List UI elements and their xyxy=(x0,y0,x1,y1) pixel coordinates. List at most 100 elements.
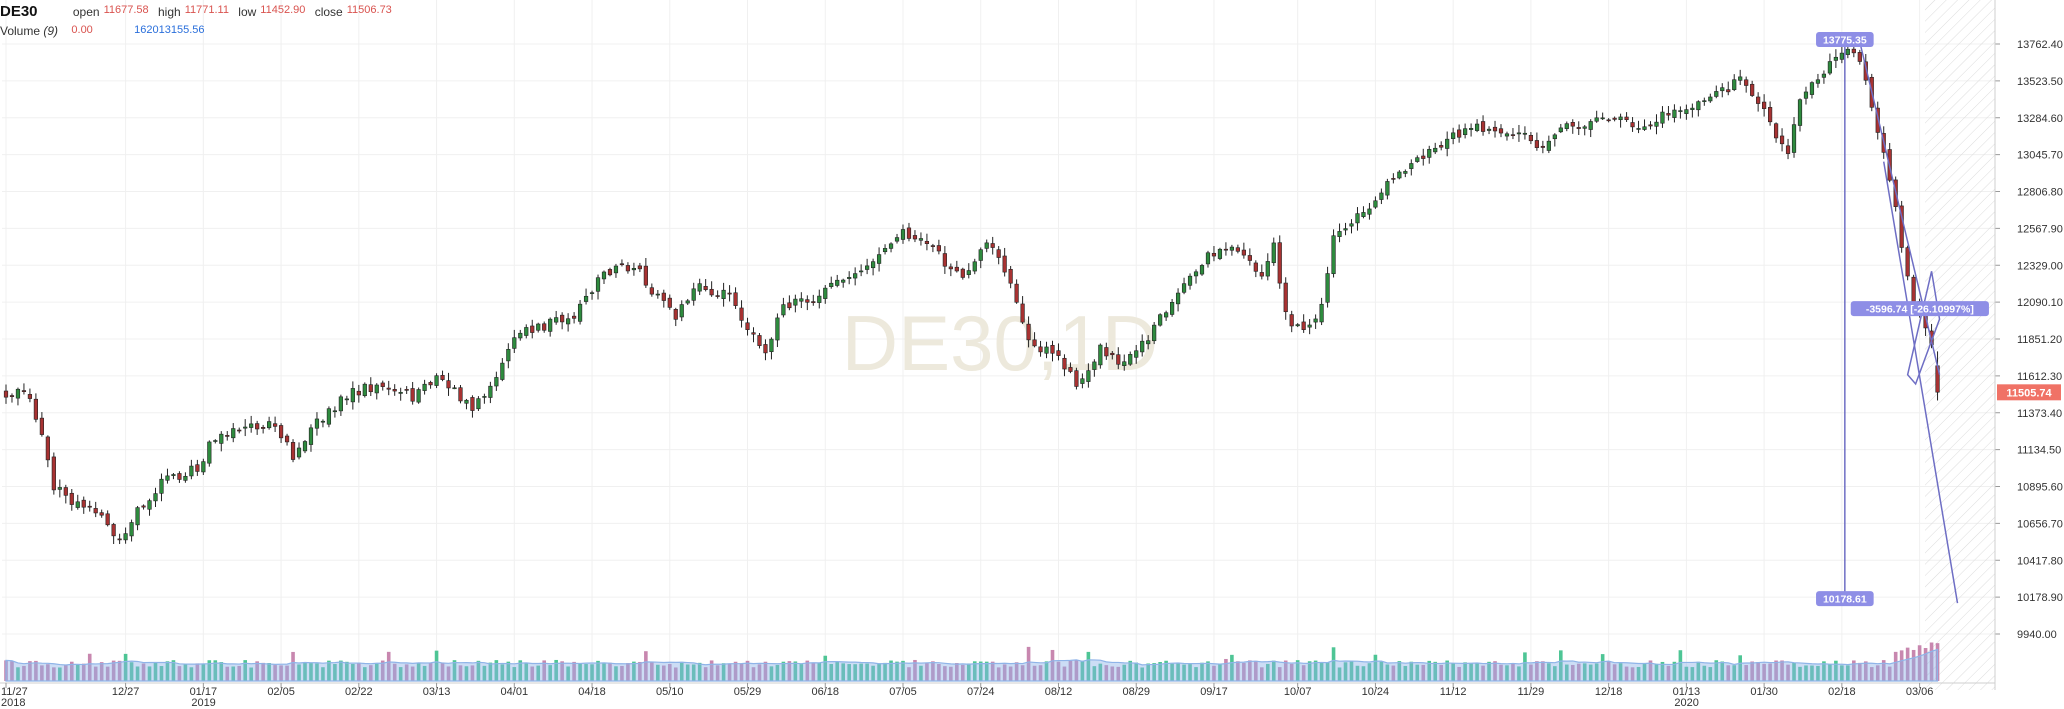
volume-bar xyxy=(1816,665,1820,681)
volume-bar xyxy=(117,660,122,681)
volume-bar xyxy=(40,665,44,681)
volume-bar xyxy=(751,667,756,681)
price-axis: 13762.40 13523.50 13284.60 13045.70 12806.80… xyxy=(1994,0,2063,690)
volume-bar xyxy=(1020,665,1025,681)
volume-bar xyxy=(28,661,32,681)
candle-up xyxy=(1379,192,1384,200)
candle-up xyxy=(679,304,684,318)
volume-bar xyxy=(1899,650,1904,681)
candle-up xyxy=(1385,181,1390,196)
volume-bar xyxy=(548,665,552,681)
candle-down xyxy=(619,263,625,266)
candle-down xyxy=(787,302,792,309)
candle-up xyxy=(1516,132,1522,135)
volume-bar xyxy=(1206,661,1210,681)
candle-up xyxy=(1564,123,1569,129)
candle-down xyxy=(470,397,475,411)
volume-bar xyxy=(1869,667,1874,681)
candle-up xyxy=(512,337,517,349)
candle-up xyxy=(817,295,822,303)
candle-down xyxy=(530,325,535,333)
candle-down xyxy=(960,268,965,278)
high-value: 11771.11 xyxy=(184,4,229,16)
volume-bar xyxy=(1893,651,1898,681)
volume-bar xyxy=(1421,664,1426,681)
candle-up xyxy=(1690,107,1695,110)
volume-bar xyxy=(1361,666,1366,681)
candle-up xyxy=(332,410,338,413)
candle-up xyxy=(1720,87,1725,92)
volume-bar xyxy=(889,660,893,681)
candle-down xyxy=(410,388,415,402)
candle-up xyxy=(876,254,882,264)
volume-bar xyxy=(351,663,355,681)
volume-bar xyxy=(374,663,379,681)
measure-label-badge: -3596.74 [-26.10997%] xyxy=(1866,304,1974,316)
volume-bar xyxy=(1780,660,1784,681)
volume-bar xyxy=(1917,645,1922,681)
volume-bar xyxy=(1678,650,1683,681)
candle-up xyxy=(1092,361,1097,370)
candle-up xyxy=(374,384,379,394)
volume-bar xyxy=(536,665,541,681)
candle-down xyxy=(440,375,445,380)
volume-bar xyxy=(757,664,762,681)
volume-bar xyxy=(1756,662,1760,681)
candle-down xyxy=(1241,249,1246,256)
volume-bar xyxy=(428,662,433,681)
candle-up xyxy=(1618,116,1623,121)
candle-down xyxy=(458,387,463,402)
candle-down xyxy=(924,240,930,244)
candle-down xyxy=(990,243,995,248)
volume-bar xyxy=(931,661,935,681)
volume-bar xyxy=(1493,661,1497,681)
candle-up xyxy=(1080,378,1085,384)
candle-down xyxy=(1911,276,1916,303)
volume-legend: Volume (9) 0.00 162013155.56 xyxy=(0,20,205,41)
volume-bar xyxy=(644,651,648,681)
candle-down xyxy=(607,269,613,276)
candle-up xyxy=(1803,91,1809,99)
low-label: low xyxy=(238,5,257,19)
volume-bar xyxy=(1840,665,1844,681)
volume-bar xyxy=(1014,662,1019,681)
candle-down xyxy=(27,394,33,399)
volume-bar xyxy=(1804,665,1808,681)
volume-bar xyxy=(183,664,188,681)
volume-bar xyxy=(1122,664,1127,681)
volume-bar xyxy=(273,665,277,681)
candle-up xyxy=(918,238,924,241)
candle-up xyxy=(1546,140,1551,151)
volume-bar xyxy=(1720,661,1725,681)
candle-down xyxy=(1785,145,1791,154)
volume-bar xyxy=(482,665,487,681)
candle-up xyxy=(1271,242,1276,264)
y-tick-label: 12567.90 xyxy=(2017,223,2063,235)
candle-up xyxy=(129,522,134,537)
volume-bar xyxy=(715,665,720,681)
volume-bar xyxy=(135,666,140,681)
candle-down xyxy=(1863,61,1868,81)
volume-bar xyxy=(727,663,732,681)
candle-down xyxy=(1576,127,1581,129)
volume-bar xyxy=(739,663,744,681)
candle-up xyxy=(189,465,194,477)
candle-up xyxy=(422,383,427,391)
volume-bar xyxy=(69,661,74,681)
volume-bar xyxy=(1385,664,1390,681)
volume-bar xyxy=(1044,661,1049,681)
candle-up xyxy=(1636,128,1641,130)
candle-up xyxy=(434,375,439,386)
volume-bar xyxy=(1654,663,1659,681)
candle-up xyxy=(548,318,553,332)
candle-down xyxy=(284,435,290,443)
volume-bar xyxy=(22,665,26,681)
volume-bar xyxy=(703,667,708,681)
candle-up xyxy=(1660,111,1665,124)
candle-down xyxy=(237,429,242,432)
candle-up xyxy=(847,277,852,279)
volume-bar xyxy=(165,661,170,681)
volume-bar xyxy=(1068,660,1073,681)
y-tick-label: 13284.60 xyxy=(2017,113,2063,125)
